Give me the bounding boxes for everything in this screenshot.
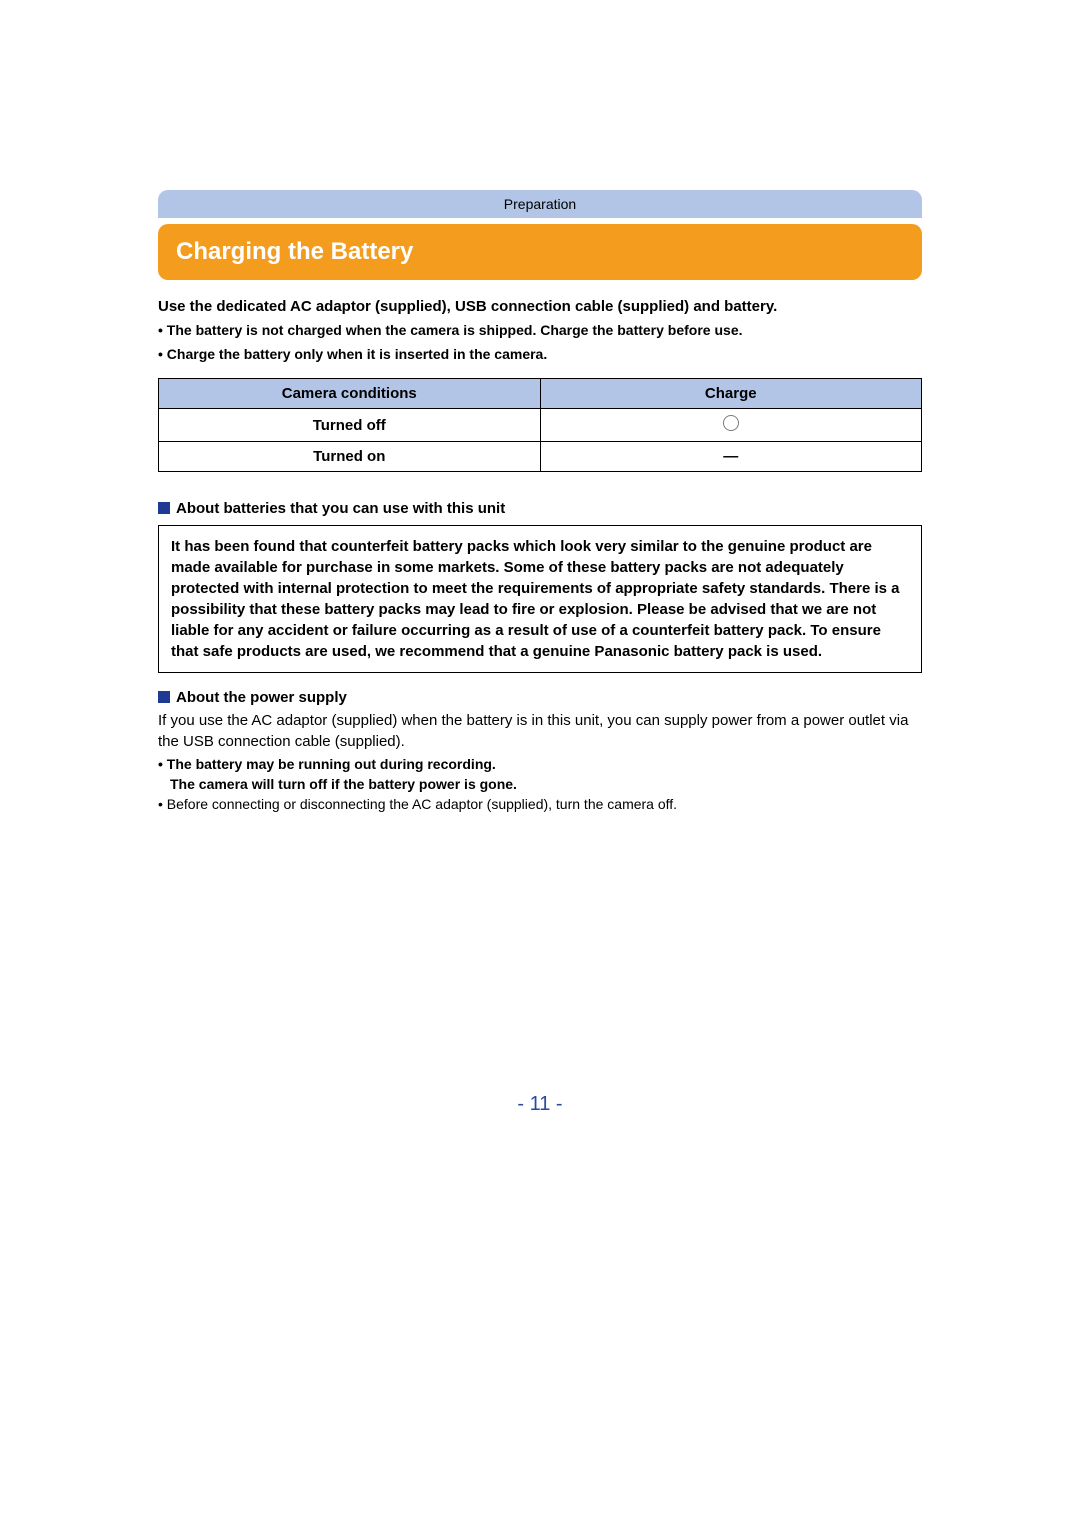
table-cell [540, 409, 922, 442]
subsection-heading-text: About batteries that you can use with th… [176, 500, 505, 517]
table-header: Camera conditions [159, 379, 541, 409]
table-row: Turned off [159, 409, 922, 442]
bullet-line: The camera will turn off if the battery … [158, 776, 922, 792]
table-row: Turned on — [159, 442, 922, 472]
subsection-heading: About the power supply [158, 689, 922, 706]
page-title: Charging the Battery [158, 224, 922, 280]
intro-bullet: • Charge the battery only when it is ins… [158, 345, 922, 365]
intro-line: Use the dedicated AC adaptor (supplied),… [158, 296, 922, 317]
table-header: Charge [540, 379, 922, 409]
conditions-table: Camera conditions Charge Turned off Turn… [158, 378, 922, 472]
intro-block: Use the dedicated AC adaptor (supplied),… [158, 296, 922, 364]
bullet-line: • Before connecting or disconnecting the… [158, 796, 922, 812]
bullet-line: • The battery may be running out during … [158, 756, 922, 772]
table-cell: — [540, 442, 922, 472]
section-banner: Preparation [158, 190, 922, 218]
subsection-heading: About batteries that you can use with th… [158, 500, 922, 517]
page-number: - 11 - [0, 1093, 1080, 1116]
intro-bullet: • The battery is not charged when the ca… [158, 321, 922, 341]
table-header-row: Camera conditions Charge [159, 379, 922, 409]
table-cell: Turned off [159, 409, 541, 442]
table-cell: Turned on [159, 442, 541, 472]
paragraph: If you use the AC adaptor (supplied) whe… [158, 710, 922, 752]
dash-icon: — [723, 448, 738, 465]
square-bullet-icon [158, 502, 170, 514]
manual-page: Preparation Charging the Battery Use the… [0, 0, 1080, 1526]
square-bullet-icon [158, 691, 170, 703]
warning-box: It has been found that counterfeit batte… [158, 525, 922, 673]
subsection-heading-text: About the power supply [176, 689, 347, 706]
circle-icon [723, 415, 739, 431]
